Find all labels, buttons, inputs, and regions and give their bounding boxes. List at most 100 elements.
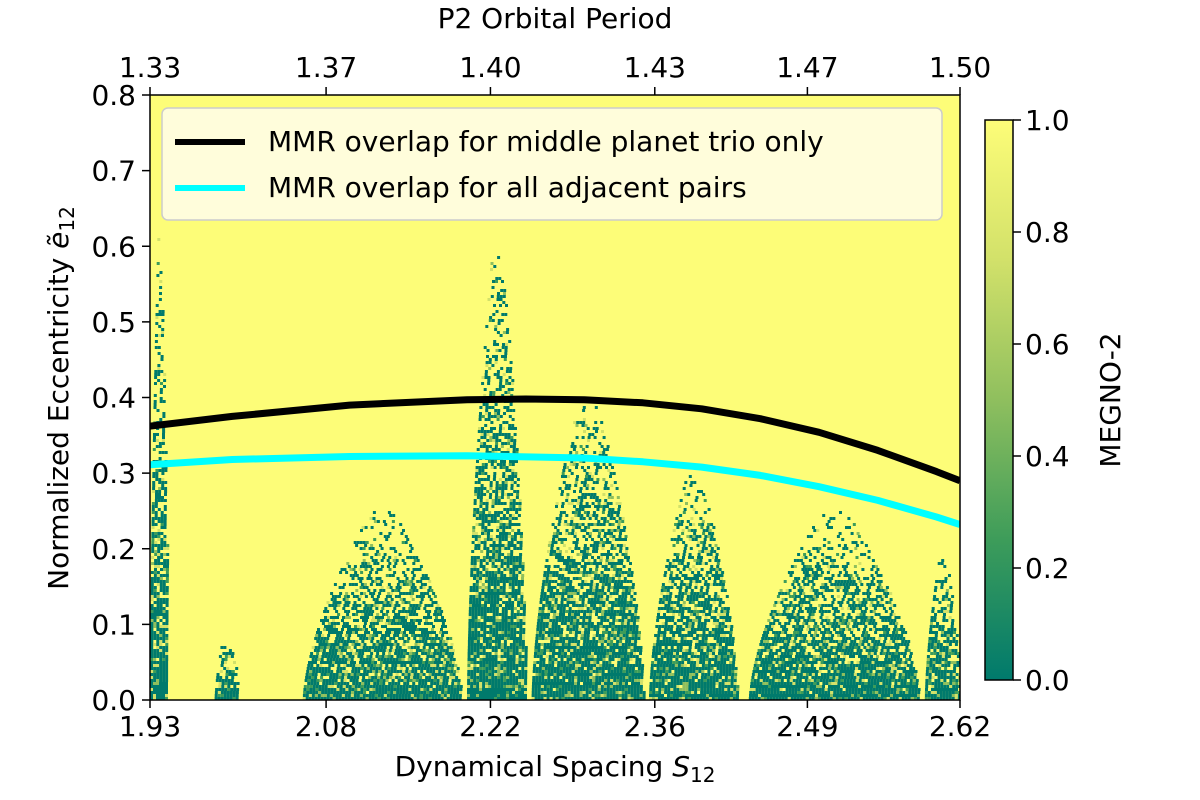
heatmap-cell <box>557 625 561 628</box>
heatmap-cell <box>354 625 357 628</box>
heatmap-cell <box>554 526 558 529</box>
heatmap-cell <box>639 685 643 688</box>
heatmap-cell <box>604 682 607 685</box>
heatmap-cell <box>578 577 582 580</box>
heatmap-cell <box>331 652 335 655</box>
heatmap-cell <box>560 598 564 601</box>
heatmap-cell <box>363 592 367 595</box>
heatmap-cell <box>454 679 458 682</box>
heatmap-cell <box>372 517 376 520</box>
heatmap-cell <box>493 592 497 595</box>
heatmap-cell <box>159 628 163 631</box>
heatmap-cell <box>154 499 158 502</box>
heatmap-cell <box>159 661 163 664</box>
heatmap-cell <box>625 589 629 592</box>
heatmap-cell <box>633 652 636 655</box>
heatmap-cell <box>336 616 339 619</box>
heatmap-cell <box>605 541 609 544</box>
heatmap-cell <box>594 688 598 691</box>
heatmap-cell <box>614 562 617 565</box>
heatmap-cell <box>153 673 157 676</box>
heatmap-cell <box>396 634 400 637</box>
heatmap-cell <box>150 604 154 607</box>
heatmap-cell <box>401 580 405 583</box>
heatmap-cell <box>368 697 372 700</box>
heatmap-cell <box>598 634 602 637</box>
heatmap-cell <box>505 580 509 583</box>
heatmap-cell <box>216 673 220 676</box>
heatmap-cell <box>518 682 522 685</box>
heatmap-cell <box>602 604 606 607</box>
heatmap-cell <box>610 673 614 676</box>
heatmap-cell <box>570 688 574 691</box>
heatmap-cell <box>348 691 352 694</box>
heatmap-cell <box>490 592 494 595</box>
heatmap-cell <box>487 583 491 586</box>
heatmap-cell <box>354 670 358 673</box>
heatmap-cell <box>586 682 589 685</box>
heatmap-cell <box>521 655 525 658</box>
heatmap-cell <box>227 685 231 688</box>
heatmap-cell <box>491 559 495 562</box>
heatmap-cell <box>158 478 162 481</box>
heatmap-cell <box>443 661 446 664</box>
heatmap-cell <box>153 643 157 646</box>
heatmap-cell <box>336 655 340 658</box>
heatmap-cell <box>416 580 420 583</box>
heatmap-cell <box>359 697 363 700</box>
heatmap-cell <box>506 565 510 568</box>
heatmap-cell <box>494 511 498 514</box>
heatmap-cell <box>162 682 165 685</box>
heatmap-cell <box>426 670 430 673</box>
heatmap-cell <box>512 574 516 577</box>
heatmap-cell <box>153 694 156 697</box>
heatmap-cell <box>473 562 477 565</box>
heatmap-cell <box>484 592 488 595</box>
heatmap-cell <box>472 586 476 589</box>
heatmap-cell <box>419 601 423 604</box>
heatmap-cell <box>467 667 471 670</box>
heatmap-cell <box>507 547 511 550</box>
heatmap-cell <box>538 634 542 637</box>
heatmap-cell <box>512 409 516 412</box>
heatmap-cell <box>455 697 459 700</box>
heatmap-cell <box>513 637 516 640</box>
heatmap-cell <box>160 568 163 571</box>
heatmap-cell <box>335 676 339 679</box>
heatmap-cell <box>335 661 338 664</box>
heatmap-cell <box>501 616 505 619</box>
heatmap-cell <box>488 673 492 676</box>
heatmap-cell <box>411 571 415 574</box>
heatmap-cell <box>448 664 452 667</box>
heatmap-cell <box>594 697 598 700</box>
heatmap-cell <box>515 664 519 667</box>
heatmap-cell <box>151 526 155 529</box>
heatmap-cell <box>627 619 631 622</box>
heatmap-cell <box>162 412 166 415</box>
heatmap-cell <box>360 616 363 619</box>
heatmap-cell <box>512 565 516 568</box>
heatmap-cell <box>151 532 155 535</box>
heatmap-cell <box>590 661 594 664</box>
heatmap-cell <box>330 655 334 658</box>
heatmap-cell <box>166 547 170 550</box>
heatmap-cell <box>418 568 422 571</box>
heatmap-cell <box>405 667 409 670</box>
heatmap-cell <box>479 577 482 580</box>
heatmap-cell <box>510 637 513 640</box>
heatmap-cell <box>600 619 604 622</box>
heatmap-cell <box>503 697 506 700</box>
heatmap-cell <box>480 433 484 436</box>
heatmap-cell <box>625 550 628 553</box>
heatmap-cell <box>165 694 168 697</box>
heatmap-cell <box>326 694 330 697</box>
stable-region <box>214 646 240 700</box>
heatmap-cell <box>438 643 442 646</box>
heatmap-cell <box>494 679 498 682</box>
heatmap-cell <box>414 670 418 673</box>
heatmap-cell <box>553 550 556 553</box>
heatmap-cell <box>492 490 496 493</box>
heatmap-cell <box>330 622 334 625</box>
heatmap-cell <box>536 661 540 664</box>
heatmap-cell <box>579 694 583 697</box>
